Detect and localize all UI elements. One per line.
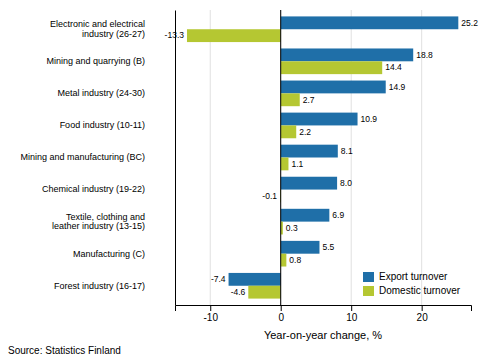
bar [229, 273, 281, 286]
tick: Electronic and electricalindustry (26-27… [50, 19, 175, 39]
series-bars [229, 16, 459, 285]
zero-line [280, 10, 281, 305]
bar [281, 254, 287, 267]
x-axis-title: Year-on-year change, % [264, 329, 382, 341]
tick: 20 [417, 305, 429, 323]
tick-label-line: Textile, clothing and [66, 212, 145, 222]
legend-swatch [363, 272, 374, 282]
tick-label: Chemical industry (19-22) [42, 184, 145, 194]
tick-label: 10 [346, 312, 358, 323]
axis-line [176, 306, 472, 312]
bar [281, 209, 330, 222]
tick-mark [281, 305, 282, 311]
tick-mark [351, 305, 352, 311]
legend-label: Export turnover [379, 271, 448, 282]
data-label: 0.3 [286, 223, 298, 233]
data-label: -4.6 [231, 287, 246, 297]
legend-item: Export turnover [363, 271, 448, 282]
tick: 0 [278, 305, 284, 323]
bar [187, 29, 281, 42]
data-label: -13.3 [165, 30, 185, 40]
tick: Chemical industry (19-22) [42, 184, 175, 194]
tick-label-line: industry (26-27) [82, 29, 145, 39]
tick-label: Mining and manufacturing (BC) [20, 152, 145, 162]
data-label: 18.8 [416, 50, 433, 60]
bar [281, 93, 300, 106]
data-label: 0.8 [289, 255, 301, 265]
data-label: 2.2 [299, 127, 311, 137]
bar [281, 145, 338, 158]
tick-label-line: Metal industry (24-30) [57, 88, 145, 98]
legend-label: Domestic turnover [379, 285, 461, 296]
data-label: 14.9 [389, 82, 406, 92]
data-label: 10.9 [361, 114, 378, 124]
tick-label: Food industry (10-11) [60, 120, 145, 130]
tick: Mining and quarrying (B) [46, 56, 175, 66]
bars [187, 16, 458, 298]
tick: Food industry (10-11) [60, 120, 175, 130]
axis-line [175, 11, 176, 306]
data-label: -0.1 [262, 191, 277, 201]
tick: Manufacturing (C) [73, 249, 175, 259]
tick-label: -10 [204, 312, 219, 323]
tick: Mining and manufacturing (BC) [20, 152, 175, 162]
x-axis: -10 0 10 20 [176, 305, 472, 323]
tick-label-line: Mining and quarrying (B) [46, 56, 145, 66]
grid [210, 10, 421, 305]
tick: -10 [204, 305, 219, 323]
data-label: -7.4 [211, 274, 226, 284]
tick-label-line: Electronic and electrical [50, 19, 145, 29]
bar [281, 16, 459, 29]
grid-line [280, 10, 281, 305]
bar [248, 286, 280, 299]
bar [281, 81, 386, 94]
tick-label: Electronic and electricalindustry (26-27… [50, 19, 145, 39]
tick-label: Metal industry (24-30) [57, 88, 145, 98]
tick-label: Textile, clothing andleather industry (1… [52, 212, 145, 232]
tick-label-line: Food industry (10-11) [60, 120, 145, 130]
bar [281, 61, 382, 74]
tick-label-line: Forest industry (16-17) [54, 281, 145, 291]
data-label: 14.4 [385, 62, 402, 72]
tick: Forest industry (16-17) [54, 281, 175, 291]
tick-label: Mining and quarrying (B) [46, 56, 145, 66]
data-label: 6.9 [332, 210, 344, 220]
tick-label: Manufacturing (C) [73, 249, 145, 259]
data-labels: 25.2 18.8 14.9 10.9 8.1 8.0 6.9 5.5 -7.4 [211, 18, 478, 285]
y-axis: Electronic and electricalindustry (26-27… [20, 11, 175, 306]
tick-label-line: Manufacturing (C) [73, 249, 145, 259]
bar [281, 125, 297, 138]
bar [281, 241, 320, 254]
bar [281, 113, 358, 126]
grid-line [210, 10, 211, 305]
tick-label: 0 [278, 312, 284, 323]
source-text: Source: Statistics Finland [8, 345, 121, 356]
data-label: 8.1 [341, 146, 353, 156]
data-label: 1.1 [291, 159, 303, 169]
tick-label: 20 [417, 312, 429, 323]
legend-swatch [363, 286, 374, 296]
bar [281, 158, 289, 171]
tick-mark [422, 305, 423, 311]
data-label: 2.7 [303, 95, 315, 105]
tick-label: Forest industry (16-17) [54, 281, 145, 291]
legend-item: Domestic turnover [363, 285, 461, 296]
bar [281, 177, 337, 190]
data-label: 5.5 [322, 242, 334, 252]
tick: Metal industry (24-30) [57, 88, 175, 98]
data-label: 25.2 [461, 18, 478, 28]
tick-label-line: Mining and manufacturing (BC) [20, 152, 145, 162]
data-label: 8.0 [340, 178, 352, 188]
tick: 10 [346, 305, 358, 323]
tick-label-line: leather industry (13-15) [52, 221, 145, 231]
tick-mark [210, 305, 211, 311]
chart: 25.2 18.8 14.9 10.9 8.1 8.0 6.9 5.5 -7.4 -13.3 14.… [0, 0, 493, 360]
legend: Export turnover Domestic turnover [363, 271, 461, 296]
series-bars [187, 29, 382, 298]
tick-label-line: Chemical industry (19-22) [42, 184, 145, 194]
bar [281, 48, 413, 61]
tick: Textile, clothing andleather industry (1… [52, 212, 175, 232]
plot: 25.2 18.8 14.9 10.9 8.1 8.0 6.9 5.5 -7.4 -13.3 14.… [20, 10, 478, 323]
data-labels: -13.3 14.4 2.7 2.2 1.1 -0.1 0.3 0.8 -4.6 [165, 30, 402, 297]
